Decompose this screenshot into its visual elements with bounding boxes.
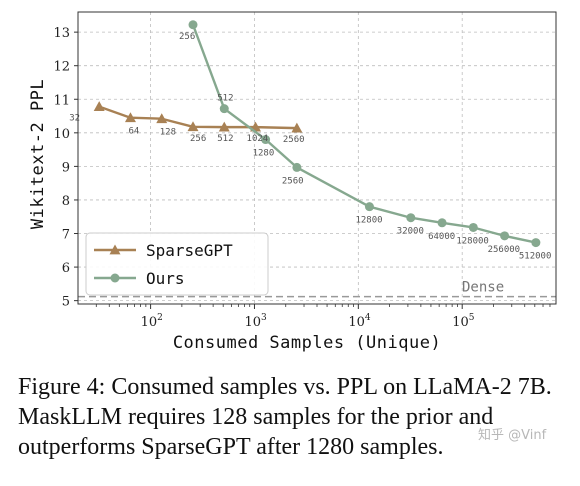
ours-point [468, 222, 478, 232]
ours-point [500, 231, 510, 241]
sparsegpt-point-label: 2560 [283, 135, 305, 145]
sparsegpt-point [218, 121, 230, 132]
ours-point [406, 213, 416, 223]
dense-reference: Dense [78, 280, 556, 298]
legend: SparseGPT Ours [85, 232, 269, 296]
y-tick-label: 10 [53, 127, 70, 142]
y-tick-label: 12 [53, 60, 70, 75]
ours-point-label: 256000 [488, 245, 521, 255]
figure-caption: Figure 4: Consumed samples vs. PPL on LL… [18, 374, 552, 460]
y-axis-title: Wikitext-2 PPL [28, 79, 48, 229]
y-tick-label: 11 [53, 93, 70, 108]
ours-point [437, 218, 447, 228]
ours-point-label: 512000 [519, 252, 552, 262]
ours-point-label: 512 [217, 94, 233, 104]
ours-point-label: 2560 [282, 176, 304, 186]
sparsegpt-point [156, 113, 168, 124]
ours-point [364, 202, 374, 212]
dense-label: Dense [462, 280, 504, 296]
sparsegpt-point-label: 32 [69, 114, 80, 124]
sparsegpt-point-label: 64 [128, 127, 139, 137]
x-tick-label: 104 [348, 313, 371, 330]
sparsegpt-point [93, 101, 105, 112]
ours-point-label: 256 [179, 32, 195, 42]
y-tick-label: 6 [62, 261, 70, 276]
sparsegpt-point [124, 112, 136, 123]
ours-point [261, 135, 271, 145]
legend-box [85, 232, 269, 296]
x-tick-label: 103 [244, 313, 267, 330]
ours-point-label: 64000 [428, 232, 455, 242]
ours-point-label: 32000 [397, 227, 424, 237]
ours-point [188, 20, 198, 30]
x-axis-title: Consumed Samples (Unique) [173, 333, 441, 353]
ours-point-label: 12800 [355, 216, 382, 226]
y-tick-label: 13 [53, 26, 70, 41]
sparsegpt-point-label: 128 [160, 128, 176, 138]
ours-point-label: 1280 [253, 149, 275, 159]
ours-point [531, 238, 541, 248]
y-tick-label: 5 [62, 295, 70, 310]
x-tick-label: 105 [452, 313, 475, 330]
legend-marker-sparsegpt [109, 244, 121, 255]
y-tick-label: 7 [62, 228, 70, 243]
ours-point [219, 104, 229, 114]
sparsegpt-point-label: 256 [190, 134, 206, 144]
ours-line [191, 24, 537, 244]
ours-point-label: 128000 [456, 236, 489, 246]
y-tick-label: 9 [62, 160, 70, 175]
sparsegpt-point [291, 122, 303, 133]
sparsegpt-point-label: 512 [217, 134, 233, 144]
y-tick-label: 8 [62, 194, 70, 209]
axes: 5 6 7 8 9 10 11 12 13 102 103 104 105 Consumed Sample… [28, 11, 557, 353]
series-layer [93, 20, 541, 248]
sparsegpt-point [187, 121, 199, 132]
sparsegpt-point-label: 1024 [247, 134, 269, 144]
watermark: 知乎 @Vinf [478, 428, 547, 443]
legend-label-ours: Ours [146, 269, 185, 288]
legend-marker-ours [110, 273, 120, 283]
ours-point [292, 162, 302, 172]
legend-label-sparsegpt: SparseGPT [146, 241, 233, 260]
point-labels: 32 64 128 256 512 1024 2560 256 512 1280 2560 12800… [69, 32, 551, 262]
x-tick-label: 102 [141, 313, 163, 330]
